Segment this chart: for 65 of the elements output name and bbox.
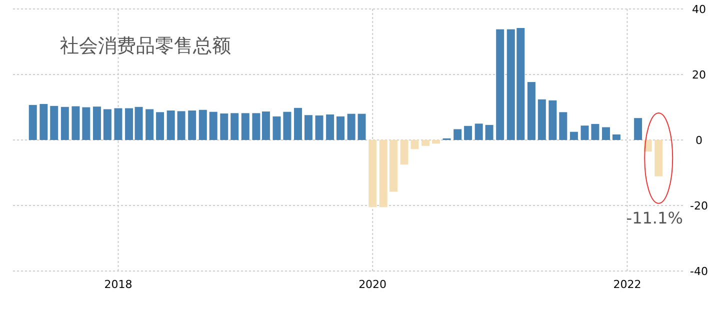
bar (454, 129, 462, 140)
bar (422, 140, 430, 146)
bar (198, 110, 207, 140)
bar (432, 140, 440, 144)
bar (538, 99, 546, 140)
y-tick-label: 40 (692, 2, 706, 16)
y-tick-label: -20 (690, 199, 708, 212)
bar (559, 112, 568, 140)
bar (336, 116, 345, 140)
bar (262, 112, 270, 140)
bar (580, 126, 589, 140)
y-tick-label: 0 (696, 134, 702, 147)
bar (464, 126, 472, 140)
y-tick-label: 20 (692, 68, 706, 82)
bar (548, 100, 557, 140)
annotation: -11.1% (626, 208, 683, 228)
bar (28, 104, 37, 140)
x-tick-label: 2020 (358, 278, 387, 291)
bar (50, 106, 58, 140)
bar (272, 116, 281, 140)
bar (188, 110, 196, 140)
bar (389, 140, 398, 192)
text: 社会消费品零售总额 (60, 35, 231, 57)
bar (220, 113, 228, 140)
bar (410, 140, 419, 150)
bar (230, 113, 239, 140)
bar (591, 124, 600, 140)
bar (125, 108, 134, 140)
bar (166, 110, 175, 140)
y-tick-label: -40 (690, 264, 708, 278)
bar (60, 106, 69, 140)
bar (304, 115, 312, 140)
bar (82, 107, 90, 140)
bar (294, 108, 302, 140)
bar (252, 113, 260, 140)
bar (379, 140, 388, 208)
bar (400, 140, 408, 165)
bar (156, 112, 164, 140)
bar (527, 82, 536, 140)
bar (72, 106, 80, 140)
bar (474, 124, 483, 140)
x-tick-label: 2022 (613, 278, 642, 291)
bar (485, 124, 494, 140)
bar (315, 115, 324, 140)
bar (358, 114, 366, 140)
bar (92, 106, 101, 140)
bar (612, 134, 620, 140)
bar (134, 106, 143, 140)
bar (146, 109, 154, 140)
bar (654, 140, 663, 176)
bar (114, 108, 122, 140)
bar (326, 114, 334, 140)
bar (177, 111, 186, 140)
bar (496, 29, 504, 140)
bar (241, 113, 250, 140)
bar (347, 114, 356, 140)
bar (40, 104, 48, 140)
bar (103, 109, 112, 140)
bar (368, 140, 377, 208)
bar (602, 127, 610, 140)
bar (570, 132, 578, 140)
bar (209, 112, 218, 140)
bar (283, 112, 292, 140)
x-tick-label: 2018 (104, 278, 132, 291)
bar (634, 118, 642, 140)
